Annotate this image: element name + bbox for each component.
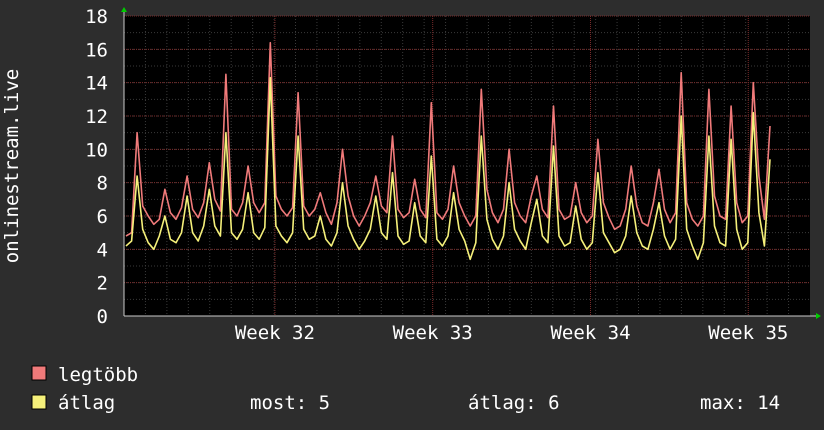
legend-swatch-atlag	[31, 394, 47, 410]
y-tick-label: 2	[97, 273, 108, 295]
stat-average: átlag: 6	[468, 392, 560, 414]
axes	[121, 7, 821, 319]
y-axis-label: onlinestream.live	[1, 69, 23, 263]
series-layer	[125, 41, 771, 261]
series-line-1	[125, 76, 771, 261]
x-tick-labels: Week 32 Week 33 Week 34 Week 35	[235, 322, 788, 344]
y-tick-label: 10	[85, 139, 108, 161]
y-tick-label: 6	[97, 206, 108, 228]
x-tick-label: Week 32	[235, 322, 315, 344]
legend-label-legtobb: legtöbb	[58, 364, 138, 386]
y-tick-label: 12	[85, 106, 108, 128]
y-tick-label: 0	[97, 306, 108, 328]
y-axis-arrow	[121, 7, 127, 12]
x-tick-label: Week 34	[550, 322, 630, 344]
legend-swatch-legtobb	[31, 365, 47, 381]
x-axis-arrow	[816, 313, 821, 319]
y-tick-label: 14	[85, 73, 108, 95]
y-tick-label: 4	[97, 239, 108, 261]
x-tick-label: Week 33	[393, 322, 473, 344]
legend-label-atlag: átlag	[58, 392, 115, 414]
x-tick-label: Week 35	[708, 322, 788, 344]
series-line-0	[125, 41, 771, 237]
y-tick-label: 8	[97, 173, 108, 195]
y-tick-label: 18	[85, 6, 108, 28]
y-tick-label: 16	[85, 39, 108, 61]
grid	[124, 15, 810, 316]
y-tick-labels: 0 2 4 6 8 10 12 14 16 18	[85, 6, 108, 328]
stat-now: most: 5	[250, 392, 330, 414]
stat-max: max: 14	[700, 392, 780, 414]
